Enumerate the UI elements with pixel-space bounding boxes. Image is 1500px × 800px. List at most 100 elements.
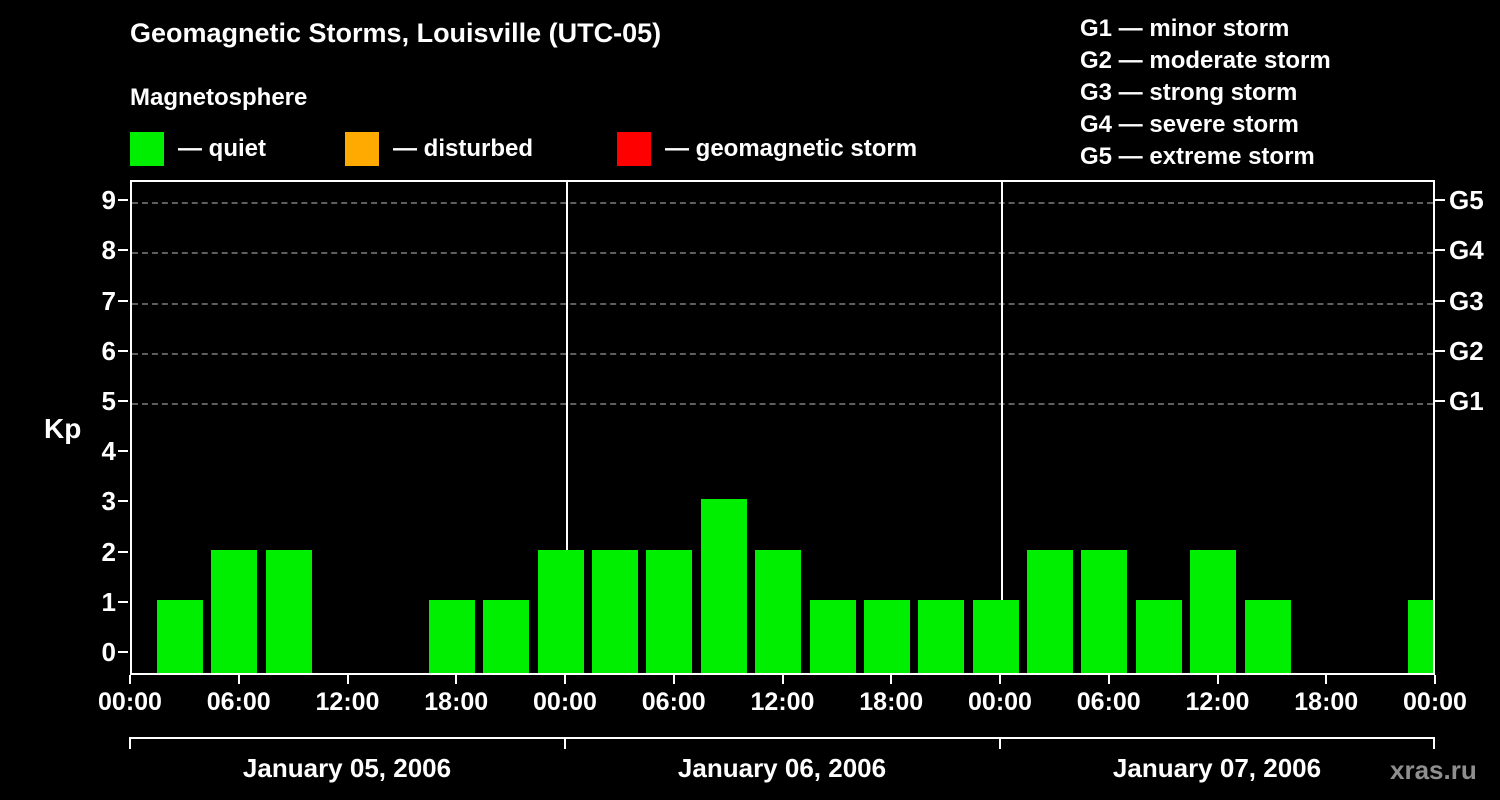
x-axis-tick-label: 18:00 bbox=[424, 688, 489, 716]
x-axis-tick bbox=[564, 675, 566, 684]
g2-legend-line: G2 — moderate storm bbox=[1080, 47, 1331, 74]
x-axis-tick bbox=[672, 675, 675, 684]
x-axis-tick bbox=[346, 675, 349, 684]
legend-title: Magnetosphere bbox=[130, 84, 308, 111]
kp-bar bbox=[1081, 549, 1128, 673]
watermark: xras.ru bbox=[1390, 755, 1477, 785]
kp-bar bbox=[700, 499, 747, 673]
y-axis-tick-label: 2 bbox=[101, 536, 116, 567]
g-scale-legend: G1 — minor storm G2 — moderate storm G3 … bbox=[1080, 13, 1331, 173]
y-axis-tick-label: 8 bbox=[101, 235, 116, 266]
x-axis-tick-label: 06:00 bbox=[641, 688, 706, 716]
x-axis-tick bbox=[237, 675, 240, 684]
chart-title: Geomagnetic Storms, Louisville (UTC-05) bbox=[130, 18, 662, 48]
date-ruler-tick bbox=[129, 737, 131, 749]
x-axis-tick-label: 18:00 bbox=[859, 688, 924, 716]
kp-bar bbox=[483, 599, 530, 673]
x-axis-tick-label: 00:00 bbox=[533, 688, 597, 716]
g-axis-label: G4 bbox=[1449, 235, 1484, 266]
g4-legend-line: G4 — severe storm bbox=[1080, 111, 1299, 138]
y-axis-tick bbox=[118, 600, 128, 603]
x-axis-tick-label: 00:00 bbox=[968, 688, 1032, 716]
date-label-day2: January 06, 2006 bbox=[677, 753, 887, 783]
g-axis-tick bbox=[1435, 199, 1445, 202]
g-axis-tick bbox=[1435, 299, 1445, 302]
date-label-day3: January 07, 2006 bbox=[1112, 753, 1322, 783]
x-axis-tick-label: 06:00 bbox=[206, 688, 271, 716]
gridline-kp6 bbox=[132, 352, 1433, 355]
y-axis-tick bbox=[118, 299, 128, 302]
y-axis-tick bbox=[118, 249, 128, 252]
quiet-label: — quiet bbox=[178, 135, 266, 162]
kp-bar bbox=[428, 599, 475, 673]
kp-bar bbox=[592, 549, 638, 673]
y-axis-tick bbox=[118, 199, 128, 202]
date-ruler-tick bbox=[564, 737, 566, 749]
y-axis-tick-label: 6 bbox=[101, 335, 116, 366]
kp-bar bbox=[1190, 549, 1237, 673]
kp-bar bbox=[1244, 599, 1291, 673]
y-axis-tick-label: 1 bbox=[101, 586, 116, 617]
y-axis-tick bbox=[118, 550, 128, 553]
legend-item-disturbed: — disturbed bbox=[345, 131, 533, 167]
x-axis-tick-label: 06:00 bbox=[1076, 688, 1141, 716]
legend-item-quiet: — quiet bbox=[130, 131, 266, 167]
y-axis-title: Kp bbox=[44, 413, 82, 444]
y-axis-tick bbox=[118, 400, 128, 402]
kp-bar bbox=[863, 599, 910, 673]
kp-bar bbox=[1135, 599, 1182, 673]
x-axis-tick bbox=[455, 675, 458, 684]
x-axis-tick bbox=[781, 675, 784, 684]
g5-legend-line: G5 — extreme storm bbox=[1080, 143, 1315, 170]
g-axis-label: G2 bbox=[1449, 335, 1484, 366]
date-label-day1: January 05, 2006 bbox=[242, 753, 452, 783]
y-axis-tick bbox=[118, 450, 128, 453]
x-axis-tick-label: 00:00 bbox=[98, 688, 162, 716]
x-axis-tick bbox=[1434, 675, 1436, 684]
g3-legend-line: G3 — strong storm bbox=[1080, 79, 1298, 106]
storm-color-swatch bbox=[617, 132, 651, 166]
kp-bar bbox=[537, 549, 584, 673]
kp-bar bbox=[972, 599, 1019, 673]
g-axis-label: G3 bbox=[1449, 285, 1484, 316]
kp-bar bbox=[755, 549, 802, 673]
y-axis-tick-label: 0 bbox=[101, 637, 116, 667]
storm-label: — geomagnetic storm bbox=[665, 135, 918, 162]
x-axis-tick bbox=[1216, 675, 1219, 684]
y-axis-tick-label: 9 bbox=[101, 185, 116, 216]
kp-bar bbox=[265, 549, 312, 673]
y-axis-tick bbox=[118, 349, 128, 352]
x-axis-tick bbox=[999, 675, 1001, 684]
x-axis-tick-label: 18:00 bbox=[1294, 688, 1359, 716]
kp-bar bbox=[1027, 549, 1073, 673]
gridline-kp7 bbox=[132, 302, 1433, 305]
g-axis-tick bbox=[1435, 249, 1445, 252]
x-axis-tick bbox=[1325, 675, 1328, 684]
plot-area bbox=[130, 180, 1435, 675]
g1-legend-line: G1 — minor storm bbox=[1080, 15, 1290, 42]
y-axis-tick-label: 7 bbox=[101, 285, 116, 316]
legend-item-geomagnetic-storm: — geomagnetic storm bbox=[617, 131, 917, 167]
y-axis-tick-label: 3 bbox=[101, 486, 116, 517]
gridline-kp5 bbox=[132, 403, 1433, 405]
y-axis-tick bbox=[118, 651, 128, 653]
kp-bar bbox=[646, 549, 693, 673]
g-axis-tick bbox=[1435, 349, 1445, 352]
day-separator-line bbox=[566, 182, 568, 673]
date-ruler-tick bbox=[1433, 737, 1435, 749]
x-axis-tick-label: 12:00 bbox=[750, 688, 815, 716]
x-axis-tick bbox=[1107, 675, 1110, 684]
g-axis-tick bbox=[1435, 400, 1445, 402]
disturbed-color-swatch bbox=[345, 132, 379, 166]
gridline-kp9 bbox=[132, 202, 1433, 205]
g-axis-label: G5 bbox=[1449, 185, 1484, 216]
gridline-kp8 bbox=[132, 252, 1433, 255]
g-axis-label: G1 bbox=[1449, 386, 1484, 416]
x-axis-tick-label: 00:00 bbox=[1403, 688, 1467, 716]
disturbed-label: — disturbed bbox=[393, 135, 534, 162]
x-axis-tick bbox=[129, 675, 131, 684]
day-separator-line bbox=[1001, 182, 1003, 673]
kp-bar bbox=[157, 599, 203, 673]
y-axis-tick bbox=[118, 500, 128, 503]
date-ruler bbox=[130, 737, 1435, 739]
